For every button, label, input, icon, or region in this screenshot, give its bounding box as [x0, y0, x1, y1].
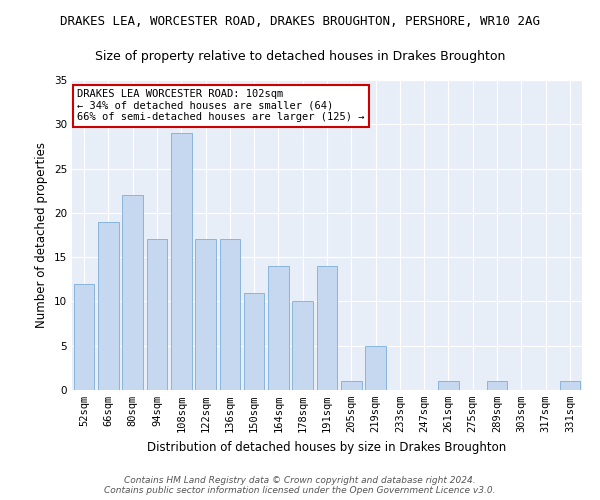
- Bar: [487, 381, 508, 390]
- Bar: [438, 381, 459, 390]
- Bar: [268, 266, 289, 390]
- Bar: [146, 240, 167, 390]
- Bar: [74, 284, 94, 390]
- Bar: [220, 240, 240, 390]
- Text: DRAKES LEA WORCESTER ROAD: 102sqm
← 34% of detached houses are smaller (64)
66% : DRAKES LEA WORCESTER ROAD: 102sqm ← 34% …: [77, 90, 365, 122]
- Bar: [317, 266, 337, 390]
- Bar: [171, 133, 191, 390]
- Bar: [292, 302, 313, 390]
- Bar: [560, 381, 580, 390]
- X-axis label: Distribution of detached houses by size in Drakes Broughton: Distribution of detached houses by size …: [148, 440, 506, 454]
- Bar: [98, 222, 119, 390]
- Bar: [122, 195, 143, 390]
- Bar: [341, 381, 362, 390]
- Text: Size of property relative to detached houses in Drakes Broughton: Size of property relative to detached ho…: [95, 50, 505, 63]
- Bar: [244, 292, 265, 390]
- Y-axis label: Number of detached properties: Number of detached properties: [35, 142, 49, 328]
- Text: Contains HM Land Registry data © Crown copyright and database right 2024.
Contai: Contains HM Land Registry data © Crown c…: [104, 476, 496, 495]
- Bar: [365, 346, 386, 390]
- Bar: [195, 240, 216, 390]
- Text: DRAKES LEA, WORCESTER ROAD, DRAKES BROUGHTON, PERSHORE, WR10 2AG: DRAKES LEA, WORCESTER ROAD, DRAKES BROUG…: [60, 15, 540, 28]
